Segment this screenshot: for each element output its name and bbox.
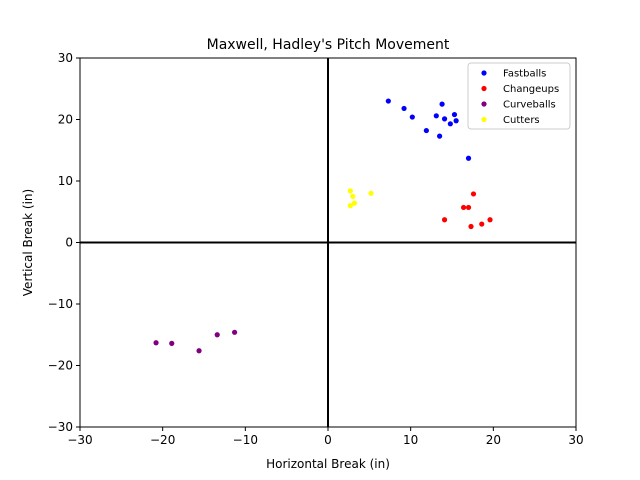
x-tick-label: 20 (486, 433, 501, 447)
series-changeups (441, 191, 493, 230)
point-curveballs (214, 332, 220, 338)
y-tick-label: 20 (58, 113, 73, 127)
plot-area (80, 58, 576, 427)
point-fastballs (453, 118, 459, 124)
axis-ticks: −30 −20 −10 0 10 20 30 −30 −20 −10 0 10 20 30 (48, 51, 584, 447)
point-changeups (487, 217, 493, 223)
series-cutters (347, 188, 374, 209)
series-curveballs (153, 329, 238, 354)
point-curveballs (153, 340, 159, 346)
point-fastballs (465, 155, 472, 161)
y-axis-label: Vertical Break (in) (21, 189, 35, 296)
legend-marker-fastballs (481, 70, 487, 76)
x-tick-label: 30 (568, 433, 583, 447)
point-fastballs (433, 113, 439, 119)
point-changeups (470, 191, 477, 197)
legend-marker-cutters (481, 116, 487, 123)
x-axis-label: Horizontal Break (in) (266, 457, 390, 471)
point-cutters (347, 188, 353, 194)
point-changeups (479, 221, 485, 227)
point-fastballs (441, 116, 448, 122)
legend-label-fastballs: Fastballs (503, 69, 546, 80)
point-cutters (351, 200, 358, 206)
point-curveballs (231, 329, 238, 335)
x-tick-label: −20 (150, 433, 175, 447)
x-tick-label: 0 (324, 433, 332, 447)
x-tick-label: 10 (403, 433, 418, 447)
point-fastballs (439, 101, 445, 107)
x-tick-label: −30 (67, 433, 92, 447)
y-tick-label: 10 (58, 174, 73, 188)
point-fastballs (437, 133, 443, 139)
plot-frame (79, 57, 577, 428)
point-fastballs (423, 127, 429, 134)
legend: Fastballs Changeups Curveballs Cutters (467, 62, 571, 130)
chart-title: Maxwell, Hadley's Pitch Movement (207, 37, 450, 53)
legend-label-changeups: Changeups (503, 84, 559, 95)
y-tick-label: 30 (58, 51, 73, 65)
point-changeups (465, 204, 472, 211)
legend-label-curveballs: Curveballs (503, 100, 556, 111)
point-fastballs (385, 98, 391, 104)
point-fastballs (409, 114, 415, 120)
legend-box (467, 62, 571, 130)
x-tick-label: −10 (233, 433, 258, 447)
point-changeups (468, 223, 474, 230)
point-fastballs (401, 105, 407, 112)
point-fastballs (451, 111, 458, 118)
point-curveballs (196, 348, 202, 354)
point-fastballs (447, 121, 453, 127)
series-fastballs (385, 98, 472, 161)
y-tick-label: 0 (65, 236, 73, 250)
point-cutters (347, 203, 353, 209)
point-changeups (460, 204, 467, 211)
data-points (153, 98, 493, 354)
legend-label-cutters: Cutters (503, 115, 540, 126)
y-tick-label: −30 (48, 420, 73, 434)
legend-marker-changeups (481, 85, 487, 92)
point-cutters (368, 190, 374, 196)
y-tick-label: −20 (48, 359, 73, 373)
point-changeups (441, 217, 448, 223)
y-tick-label: −10 (48, 297, 73, 311)
point-cutters (350, 193, 356, 199)
legend-marker-curveballs (481, 101, 487, 107)
point-curveballs (169, 340, 175, 346)
